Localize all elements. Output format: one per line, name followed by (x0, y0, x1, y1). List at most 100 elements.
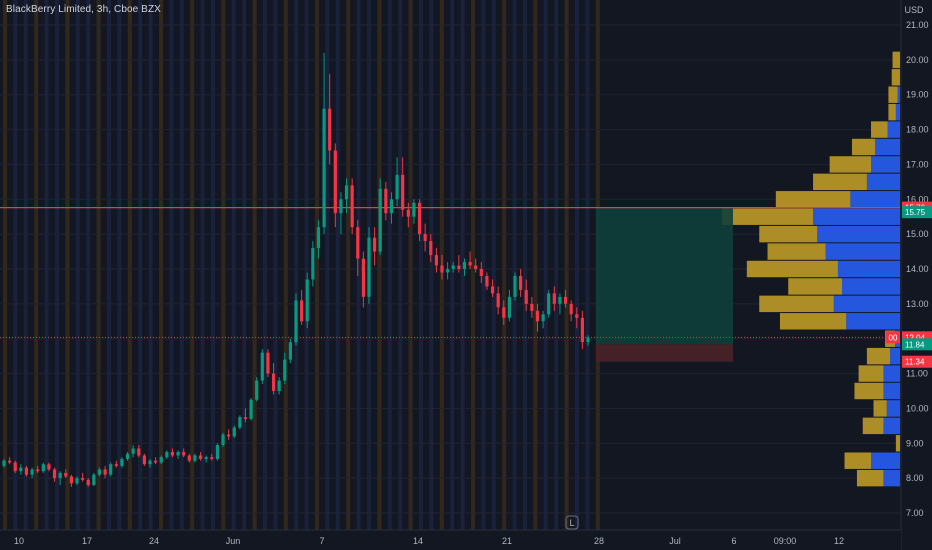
session-band (294, 0, 299, 530)
price-tick-label: 16.00 (906, 194, 929, 204)
candle-body (389, 199, 394, 214)
session-band (283, 0, 288, 530)
session-band (512, 0, 517, 530)
candle-body (429, 241, 433, 256)
time-tick-label: 17 (82, 536, 92, 546)
time-tick-label: 09:00 (774, 536, 797, 546)
session-band (179, 0, 184, 530)
candle-body (474, 265, 478, 269)
volume-profile-down-bar (759, 295, 834, 313)
volume-profile-up-bar (813, 208, 900, 225)
session-band (346, 0, 351, 530)
session-band (75, 0, 80, 530)
candle-body (47, 464, 51, 470)
candle-body (30, 469, 34, 475)
candle-body (311, 248, 315, 280)
volume-profile-up-bar (886, 400, 900, 417)
marker-label: L (569, 518, 574, 528)
time-axis[interactable]: 10 17 24 Jun 7 14 21 28 Jul 6 09:00 12 (0, 529, 901, 550)
session-band (200, 0, 205, 530)
candle-body (322, 108, 326, 228)
price-tick-label: 21.00 (906, 20, 929, 30)
session-band (575, 0, 579, 530)
candle-body (13, 462, 17, 472)
session-band (55, 0, 59, 530)
session-band (377, 0, 382, 530)
volume-profile-down-bar (888, 103, 896, 121)
session-band (221, 0, 226, 530)
volume-profile-down-bar (829, 156, 872, 173)
price-tick-label: 13.00 (906, 299, 929, 309)
volume-profile-down-bar (888, 86, 898, 103)
session-band (190, 0, 195, 530)
volume-profile-down-bar (871, 121, 888, 138)
session-band (159, 0, 163, 530)
session-band (3, 0, 7, 530)
session-band (502, 0, 507, 530)
session-band (585, 0, 590, 530)
candle-body (552, 293, 556, 304)
candle-body (316, 227, 321, 249)
candle-body (255, 380, 259, 400)
candle-body (210, 457, 214, 459)
currency-label[interactable]: USD (902, 3, 926, 17)
candle-body (249, 399, 253, 419)
volume-profile-down-bar (767, 243, 826, 260)
volume-profile-down-bar (858, 365, 884, 382)
candle-body (182, 452, 186, 456)
volume-profile-up-bar (883, 417, 900, 435)
candle-body (479, 269, 483, 276)
price-tag-background (902, 206, 932, 219)
long-position-tool[interactable] (596, 208, 733, 362)
candle-body (271, 373, 276, 391)
candle-body (462, 262, 467, 269)
candle-body (131, 448, 135, 454)
volume-profile-down-bar (813, 173, 867, 191)
session-band (315, 0, 319, 530)
candle-body (339, 199, 343, 214)
session-band (252, 0, 257, 530)
candle-body (64, 472, 68, 477)
candle-body (519, 275, 523, 290)
session-band (356, 0, 361, 530)
price-axis-background (901, 0, 932, 550)
candle-body (19, 467, 23, 472)
candle-body (524, 289, 528, 304)
volume-profile-up-bar (842, 278, 900, 295)
price-axis[interactable]: 7.008.009.0010.0011.0012.0013.0014.0015.… (900, 0, 932, 550)
price-tick-label: 10.00 (906, 403, 929, 413)
candle-body (148, 460, 152, 465)
volume-profile-up-bar (895, 103, 900, 121)
position-profit-zone (596, 208, 733, 345)
candle-body (496, 293, 500, 308)
volume-profile-down-bar (866, 347, 891, 365)
candle-body (24, 467, 29, 475)
candle-body (154, 460, 158, 463)
price-tag-label: 11.84 (905, 340, 925, 349)
candle-body (109, 464, 113, 475)
session-band (117, 0, 122, 530)
candle-body (81, 478, 85, 480)
candle-body (204, 457, 208, 459)
session-band (65, 0, 70, 530)
price-tick-label: 15.00 (906, 229, 929, 239)
volume-profile-up-bar (846, 313, 900, 330)
candle-body (86, 479, 90, 486)
earnings-marker[interactable]: L (565, 515, 579, 530)
candle-body (586, 337, 590, 343)
candles (2, 52, 590, 487)
candle-body (451, 265, 455, 269)
session-band (533, 0, 538, 530)
volume-profile-up-bar (883, 382, 900, 400)
candle-body (417, 202, 422, 235)
candle-body (243, 417, 248, 419)
candle-body (305, 279, 309, 322)
volume-profile-up-bar (825, 243, 900, 260)
candle-body (170, 452, 175, 456)
candle-body (300, 300, 304, 322)
price-tick-label: 7.00 (906, 508, 924, 518)
price-tag-background (902, 338, 932, 351)
session-band (169, 0, 174, 530)
candle-body (69, 476, 73, 484)
